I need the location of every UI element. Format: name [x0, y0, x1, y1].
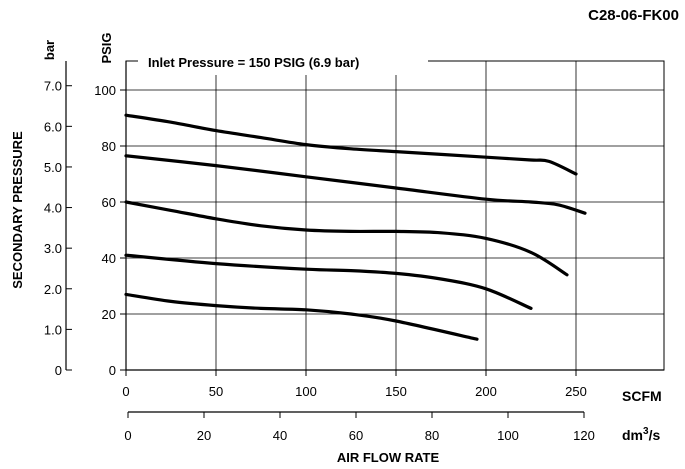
- chart-code: C28-06-FK00: [588, 7, 679, 24]
- curve-5: [124, 292, 479, 341]
- x-tick-label-scfm: 150: [385, 384, 407, 399]
- y-tick-label-psig: 80: [102, 139, 116, 154]
- x-ticks-scfm: 0 50 100 150 200 250: [122, 370, 587, 399]
- curves: [124, 113, 587, 341]
- y-tick-label-psig: 0: [109, 363, 116, 378]
- y-units-bar: bar: [42, 40, 57, 60]
- y-tick-label-bar: 3.0: [44, 241, 62, 256]
- x-tick-label-dm3s: 20: [197, 428, 211, 443]
- x-tick-label-scfm: 250: [565, 384, 587, 399]
- x-axis-title: AIR FLOW RATE: [337, 450, 440, 465]
- x-tick-label-dm3s: 0: [124, 428, 131, 443]
- y-tick-label-psig: 20: [102, 307, 116, 322]
- y-tick-label-bar: 5.0: [44, 160, 62, 175]
- plot-frame: [125, 60, 665, 371]
- x-tick-label-dm3s: 60: [349, 428, 363, 443]
- y-tick-label-psig: 100: [94, 83, 116, 98]
- y-tick-label-bar: 2.0: [44, 282, 62, 297]
- curve-1: [124, 113, 578, 176]
- y-units-psig: PSIG: [99, 32, 114, 63]
- x-units-scfm: SCFM: [622, 388, 662, 404]
- x-tick-label-dm3s: 80: [425, 428, 439, 443]
- x-tick-label-dm3s: 120: [573, 428, 595, 443]
- inlet-pressure-annotation: Inlet Pressure = 150 PSIG (6.9 bar): [148, 55, 359, 70]
- y-ticks-bar: 0 1.0 2.0 3.0 4.0 5.0 6.0 7.0: [44, 79, 72, 378]
- y-tick-label-bar: 7.0: [44, 79, 62, 94]
- x-tick-label-dm3s: 100: [497, 428, 519, 443]
- annotation-bg: [138, 47, 428, 75]
- y-tick-label-bar: 4.0: [44, 201, 62, 216]
- y-tick-label-bar: 6.0: [44, 119, 62, 134]
- y-tick-label-bar: 0: [55, 363, 62, 378]
- y-ticks-psig: 0 20 40 60 80 100: [94, 83, 126, 378]
- x-tick-label-scfm: 0: [122, 384, 129, 399]
- y-tick-label-psig: 60: [102, 195, 116, 210]
- x-tick-label-dm3s: 40: [273, 428, 287, 443]
- x-tick-label-scfm: 200: [475, 384, 497, 399]
- x-ticks-dm3s: 0 20 40 60 80 100 120: [124, 412, 595, 443]
- curve-4: [124, 253, 533, 310]
- curve-2: [124, 154, 587, 215]
- curve-3: [124, 200, 569, 277]
- x-tick-label-scfm: 50: [209, 384, 223, 399]
- y-tick-label-bar: 1.0: [44, 322, 62, 337]
- grid: [126, 61, 664, 370]
- y-tick-label-psig: 40: [102, 251, 116, 266]
- x-tick-label-scfm: 100: [295, 384, 317, 399]
- y-axis-title: SECONDARY PRESSURE: [10, 131, 25, 289]
- x-units-dm3s: dm3/s: [622, 426, 660, 443]
